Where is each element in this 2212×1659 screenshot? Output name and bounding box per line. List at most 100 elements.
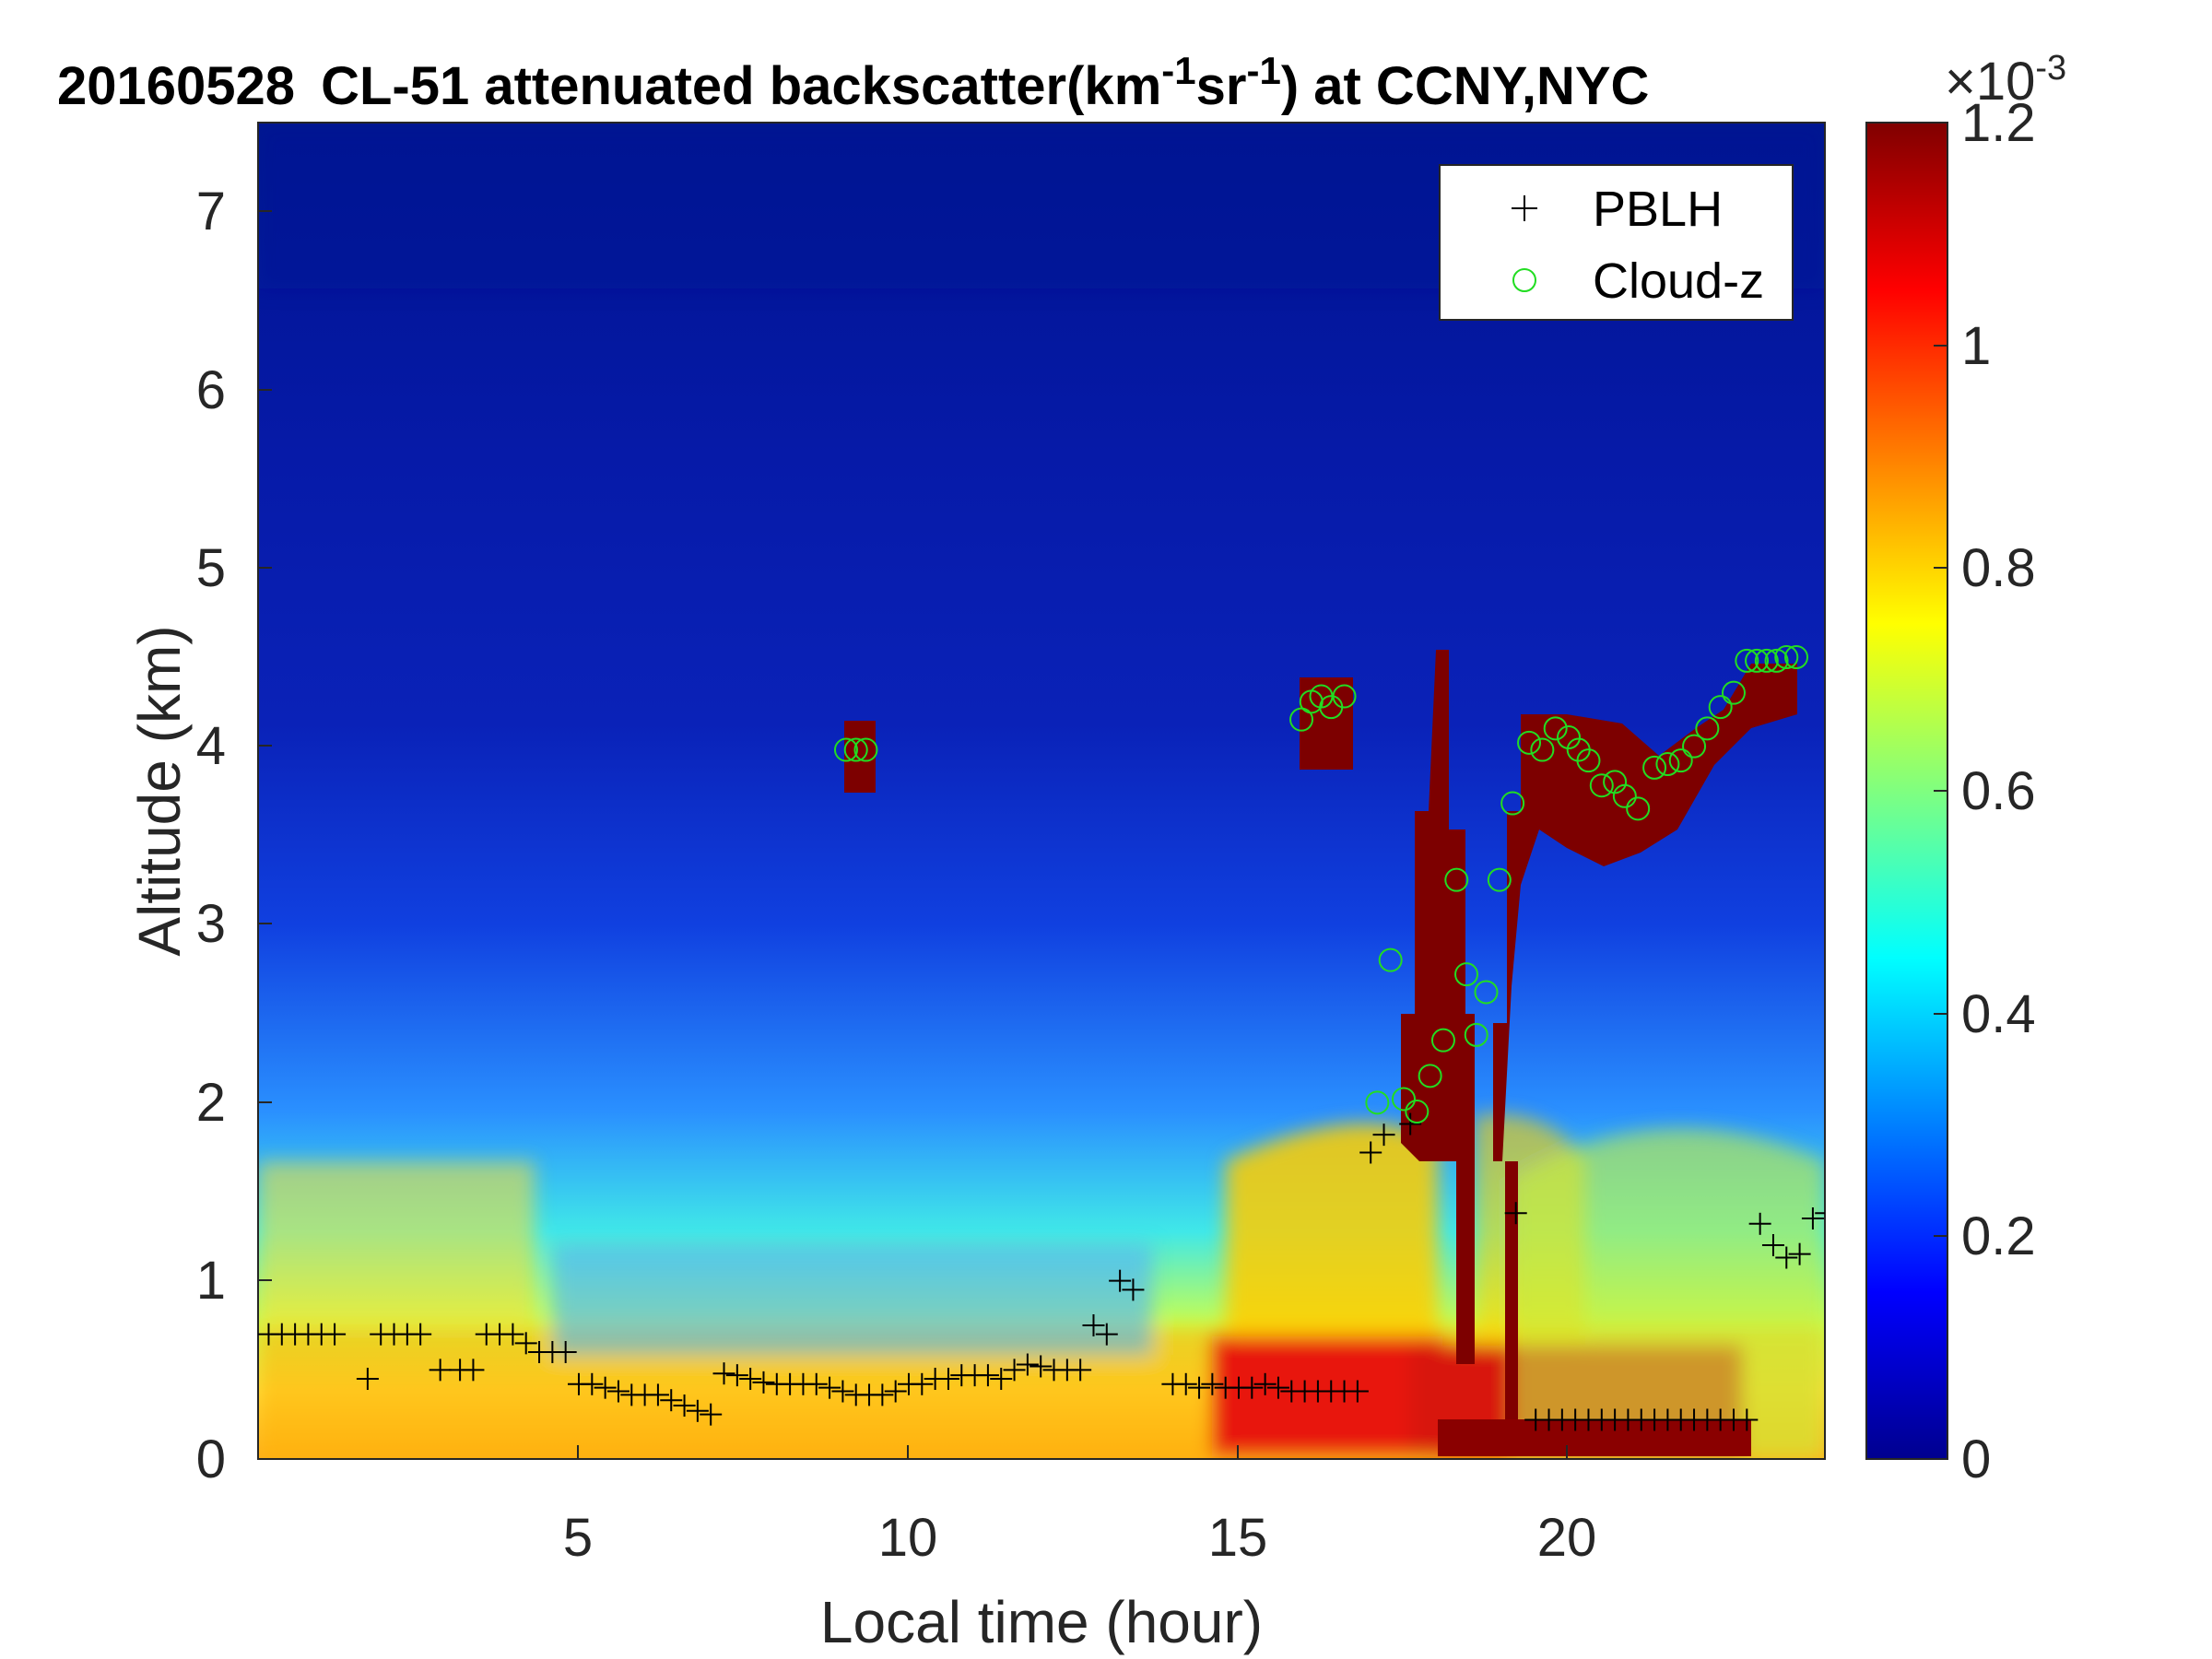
cloud-z-marker xyxy=(1365,1090,1390,1115)
colorbar-tick-label: 1 xyxy=(1961,316,1991,376)
pblh-marker xyxy=(884,1380,907,1403)
pblh-marker xyxy=(1082,1314,1105,1337)
pblh-marker xyxy=(911,1372,934,1395)
x-tick-label: 10 xyxy=(878,1508,938,1568)
cloud-z-marker xyxy=(1418,1064,1442,1088)
y-tick-label: 2 xyxy=(196,1073,226,1133)
colorbar-tick-label: 0.8 xyxy=(1961,538,2036,598)
x-tick-label: 5 xyxy=(563,1508,593,1568)
pblh-marker xyxy=(1253,1372,1277,1395)
cloud-z-markers xyxy=(833,645,1809,1124)
cloud-z-marker xyxy=(1487,867,1512,892)
cloud-z-marker xyxy=(1754,648,1779,673)
cloud-z-marker xyxy=(1764,648,1789,673)
pblh-marker xyxy=(1801,1207,1824,1230)
colorbar-exponent: ×10-3 xyxy=(1945,49,2066,112)
x-tick-label: 20 xyxy=(1537,1508,1597,1568)
colorbar-tick-label: 1.2 xyxy=(1961,93,2036,153)
cloud-z-marker xyxy=(1668,748,1693,773)
pblh-marker xyxy=(1735,1408,1759,1431)
pblh-marker xyxy=(1372,1124,1395,1147)
cloud-z-marker xyxy=(1708,695,1733,720)
cloud-z-marker xyxy=(1722,680,1746,705)
pblh-marker xyxy=(1775,1246,1798,1269)
cloud-z-marker xyxy=(1332,684,1357,709)
y-tick-label: 4 xyxy=(196,716,226,776)
cloud-z-marker xyxy=(1444,867,1469,892)
pblh-marker xyxy=(1815,1212,1825,1215)
cloud-z-marker xyxy=(843,737,868,762)
pblh-marker xyxy=(1266,1376,1289,1399)
pblh-marker xyxy=(1359,1141,1382,1164)
cloud-z-marker xyxy=(1557,725,1581,750)
x-axis-label: Local time (hour) xyxy=(820,1589,1263,1655)
pblh-marker xyxy=(606,1380,629,1403)
pblh-marker xyxy=(1069,1359,1092,1382)
cloud-z-marker xyxy=(1576,748,1601,773)
pblh-marker xyxy=(831,1380,854,1403)
pblh-marker xyxy=(936,1368,959,1391)
colorbar-tick-label: 0.2 xyxy=(1961,1206,2036,1266)
colorbar-tick-label: 0.4 xyxy=(1961,984,2036,1044)
legend-cloud-z-marker xyxy=(1512,268,1536,292)
y-axis: 0 1 2 3 4 5 6 7 Altitude (km) xyxy=(126,182,272,1489)
cloud-regions xyxy=(844,650,1797,1456)
colorbar-ticks xyxy=(1934,122,1947,1460)
cloud-z-marker xyxy=(1392,1087,1416,1112)
pblh-marker xyxy=(1003,1359,1026,1382)
pblh-marker xyxy=(1399,1112,1422,1135)
cloud-z-marker xyxy=(1454,962,1479,987)
pblh-marker xyxy=(660,1389,683,1412)
pblh-markers xyxy=(258,1112,1851,1431)
y-tick-label: 3 xyxy=(196,894,226,954)
heatmap xyxy=(258,123,1825,1459)
cloud-z-marker xyxy=(1735,648,1759,673)
cloud-z-marker xyxy=(1405,1100,1430,1124)
pblh-marker xyxy=(700,1403,723,1426)
pblh-marker xyxy=(686,1399,709,1422)
pblh-marker xyxy=(581,1372,604,1395)
y-tick-label: 7 xyxy=(196,182,226,241)
pblh-marker xyxy=(646,1383,669,1406)
pblh-marker xyxy=(976,1364,999,1387)
pblh-marker xyxy=(1030,1355,1053,1378)
cloud-z-marker xyxy=(1289,707,1314,732)
pblh-marker xyxy=(594,1376,617,1399)
pblh-marker xyxy=(501,1323,524,1346)
y-tick-label: 6 xyxy=(196,360,226,420)
pblh-marker xyxy=(1241,1376,1264,1399)
pblh-marker xyxy=(1504,1202,1527,1225)
x-axis: 5 10 15 20 Local time (hour) xyxy=(563,1445,1596,1655)
cloud-z-marker xyxy=(1474,980,1499,1005)
pblh-marker xyxy=(1016,1353,1039,1376)
cloud-z-marker xyxy=(1430,1028,1455,1053)
pblh-marker xyxy=(514,1332,537,1355)
plot-area-frame xyxy=(257,122,1826,1460)
cloud-z-marker xyxy=(1774,645,1799,670)
pblh-marker xyxy=(1122,1278,1145,1301)
pblh-marker xyxy=(1188,1376,1211,1399)
pblh-marker xyxy=(429,1359,452,1382)
pblh-marker xyxy=(1095,1323,1118,1346)
pblh-marker xyxy=(673,1394,696,1418)
pblh-marker xyxy=(1346,1380,1369,1403)
cloud-z-marker xyxy=(1530,737,1555,762)
pblh-marker xyxy=(324,1323,347,1346)
chart-title: 20160528 CL-51 attenuated backscatter(km-… xyxy=(57,49,1649,116)
x-tick-label: 15 xyxy=(1208,1508,1268,1568)
pblh-marker xyxy=(1829,1277,1851,1299)
y-tick-label: 5 xyxy=(196,538,226,598)
legend-box xyxy=(1439,164,1794,321)
pblh-marker xyxy=(712,1362,735,1385)
pblh-marker xyxy=(739,1368,762,1391)
cloud-z-marker xyxy=(1500,791,1525,816)
cloud-z-marker xyxy=(1589,773,1614,798)
cloud-z-marker xyxy=(1655,752,1680,777)
pblh-marker xyxy=(805,1372,828,1395)
pblh-marker xyxy=(1761,1234,1784,1257)
pblh-marker xyxy=(1109,1269,1132,1292)
legend-pblh-marker xyxy=(1512,195,1537,221)
cloud-z-marker xyxy=(1464,1022,1488,1047)
pblh-marker xyxy=(409,1323,432,1346)
